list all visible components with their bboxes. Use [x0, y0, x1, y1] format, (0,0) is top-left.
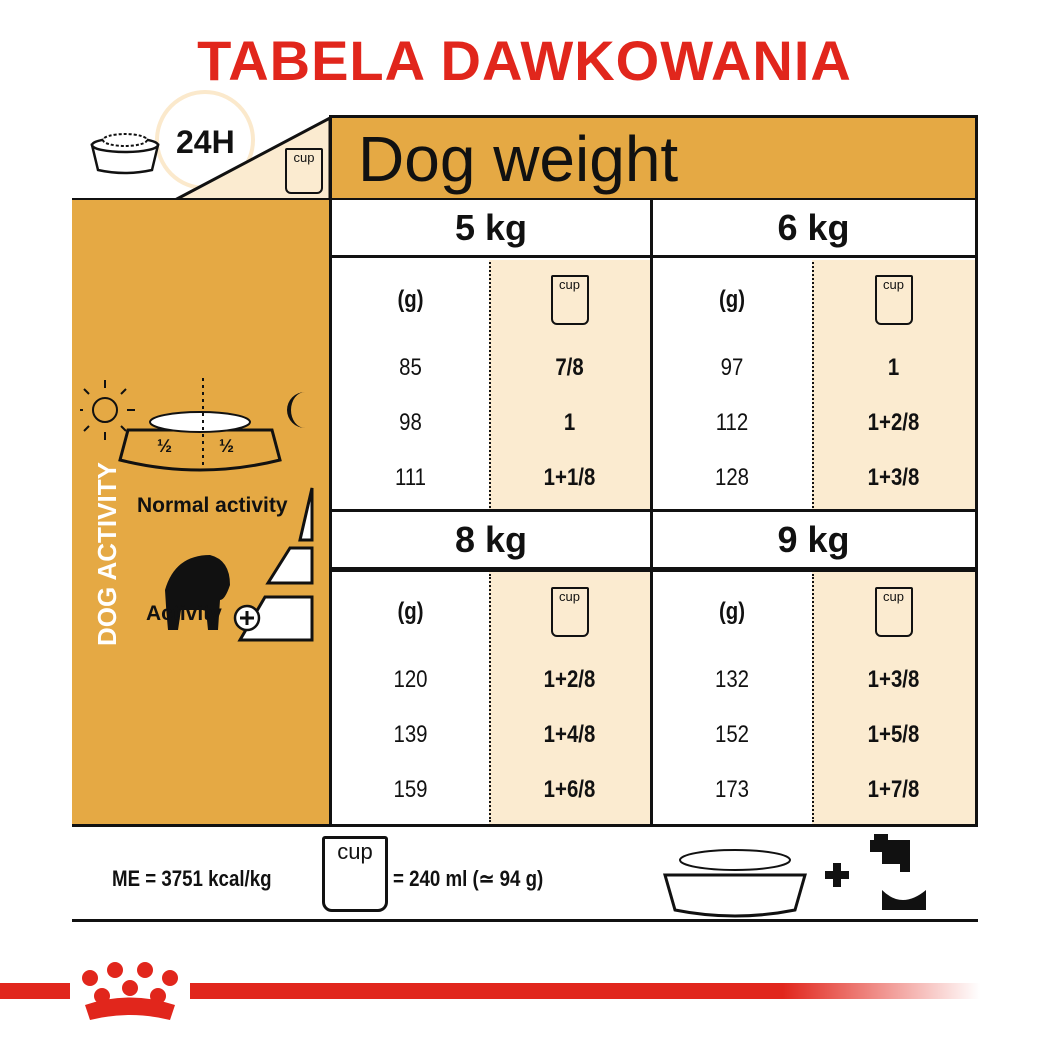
cup-column	[812, 260, 975, 510]
half-left: ½	[157, 436, 173, 456]
weight-label: 6 kg	[777, 207, 850, 248]
grams-header: (g)	[397, 598, 424, 625]
cups-value: 1	[563, 409, 576, 436]
cups-value: 1+7/8	[867, 776, 920, 803]
moon-icon	[287, 392, 305, 428]
cup-icon: cup	[322, 836, 388, 912]
plus-icon	[825, 863, 849, 887]
grams-header: (g)	[718, 286, 746, 313]
activity-illustration	[80, 378, 314, 642]
grams-value: 85	[399, 354, 422, 381]
royal-canin-crown-logo	[82, 962, 178, 1020]
food-bowl-icon	[118, 378, 282, 472]
weight-label: 8 kg	[454, 519, 528, 560]
grams-value: 128	[714, 464, 750, 491]
weight-header: 8 kg	[332, 512, 650, 570]
cups-value: 1	[887, 354, 900, 381]
normal-activity-label: Normal activity	[137, 494, 288, 517]
footer-icons	[663, 834, 926, 918]
grams-value: 132	[714, 666, 750, 693]
cups-value: 1+6/8	[543, 776, 596, 803]
grams-value: 159	[393, 776, 428, 803]
page-title: TABELA DAWKOWANIA	[197, 29, 852, 92]
grams-value: 152	[714, 721, 750, 748]
cup-column	[489, 572, 650, 824]
cup-equivalence: = 240 ml (≃ 94 g)	[393, 866, 544, 891]
me-energy: ME = 3751 kcal/kg	[112, 866, 272, 891]
grams-value: 112	[715, 409, 749, 436]
weight-label: 5 kg	[454, 207, 528, 248]
cup-icon: cup	[874, 587, 913, 637]
dog-weight-header: Dog weight	[332, 118, 977, 200]
dog-activity-label: DOG ACTIVITY	[92, 462, 122, 646]
period-label: 24H	[176, 124, 235, 160]
activity-plus-label: Activity	[146, 602, 222, 625]
cups-value: 1+3/8	[867, 666, 920, 693]
half-right: ½	[219, 436, 235, 456]
brand-line-right	[190, 983, 980, 999]
grams-value: 120	[393, 666, 428, 693]
cups-value: 1+2/8	[867, 409, 920, 436]
grams-value: 111	[394, 464, 426, 491]
weight-header: 9 kg	[652, 512, 975, 570]
cups-value: 7/8	[555, 354, 584, 381]
weight-header: 6 kg	[652, 200, 975, 258]
dog-silhouette-icon	[165, 555, 230, 630]
brand-line-left	[0, 983, 70, 999]
grams-header: (g)	[718, 598, 746, 625]
weight-header: 5 kg	[332, 200, 650, 258]
weight-label: 9 kg	[777, 519, 850, 560]
cups-value: 1+5/8	[867, 721, 920, 748]
grams-value: 173	[714, 776, 750, 803]
cups-value: 1+4/8	[543, 721, 596, 748]
sun-icon	[80, 380, 135, 440]
grams-value: 97	[720, 354, 744, 381]
food-bowl-icon	[90, 133, 160, 175]
dog-weight-label: Dog weight	[358, 123, 679, 195]
cup-icon: cup	[874, 275, 913, 325]
cups-value: 1+2/8	[543, 666, 596, 693]
cups-value: 1+1/8	[543, 464, 596, 491]
water-tap-icon	[870, 834, 926, 910]
grams-value: 139	[393, 721, 428, 748]
grams-header: (g)	[397, 286, 424, 313]
food-bowl-icon	[663, 849, 807, 918]
activity-triangles	[237, 487, 314, 642]
cup-icon: cup	[285, 148, 323, 194]
activity-panel	[72, 200, 330, 825]
cup-icon: cup	[550, 587, 589, 637]
cup-column	[812, 572, 975, 824]
cup-column	[489, 260, 650, 510]
cups-value: 1+3/8	[867, 464, 920, 491]
grams-value: 98	[399, 409, 422, 436]
cup-icon: cup	[550, 275, 589, 325]
